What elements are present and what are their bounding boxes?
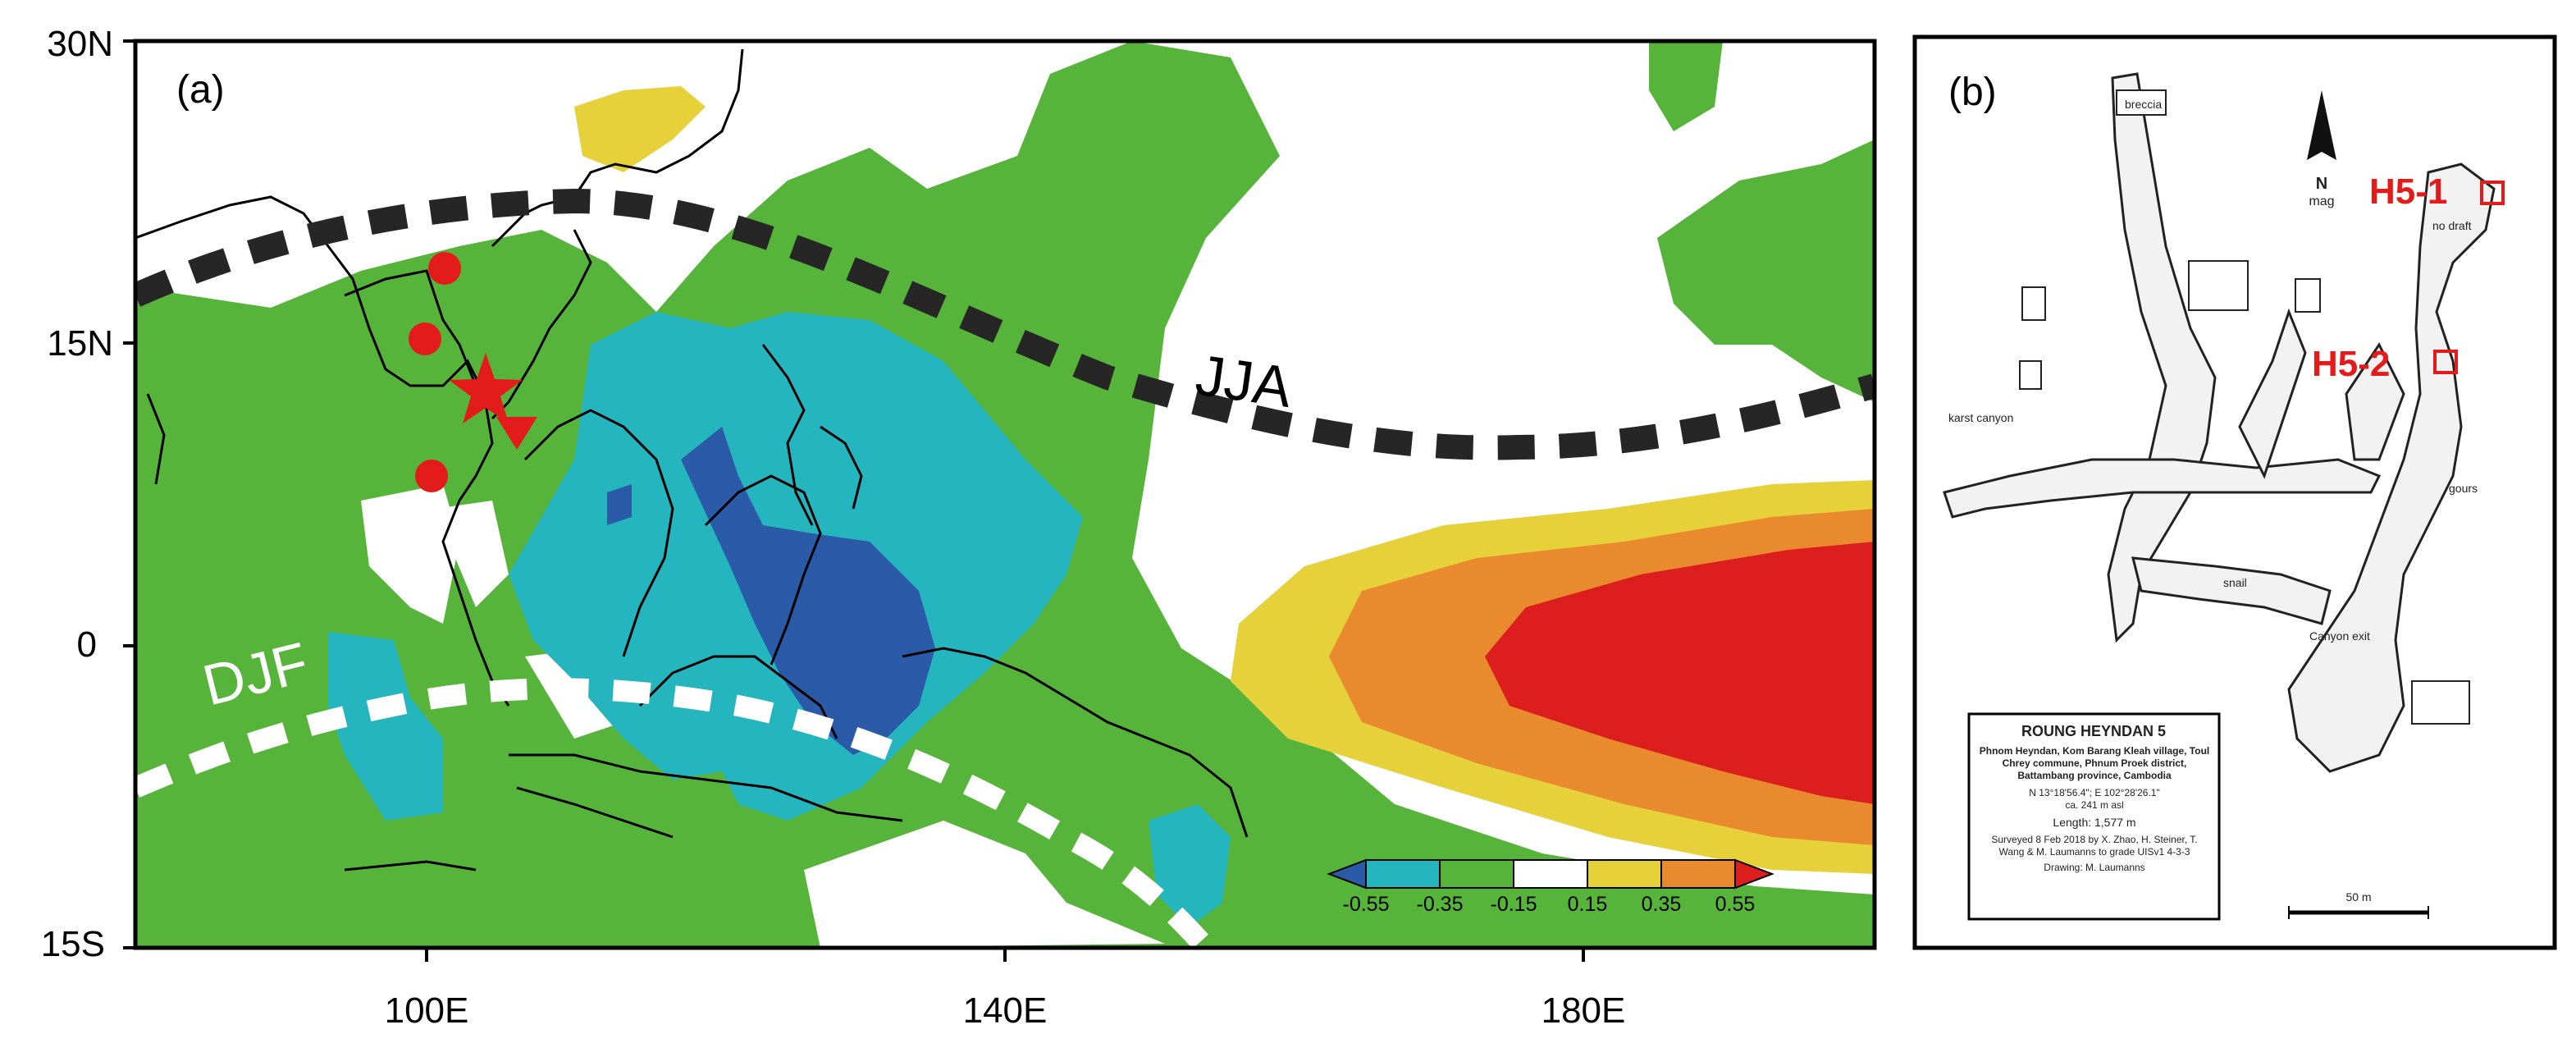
legend-title: ROUNG HEYNDAN 5: [2021, 723, 2166, 739]
cyan-region-west: [328, 632, 443, 821]
green-region-top: [1649, 41, 1723, 131]
white-gap-1: [361, 484, 459, 624]
panel-b-label: (b): [1948, 71, 1997, 114]
sample-sites: H5-1 H5-2: [2312, 172, 2505, 384]
passage-branch-1: [2238, 308, 2307, 479]
lon-label-100e: 100E: [385, 990, 469, 1031]
blue-region-small: [607, 484, 632, 525]
lat-label-0: 0: [77, 624, 97, 665]
colorbar-tick-6: 0.55: [1715, 893, 1756, 916]
coastlines: [135, 48, 1249, 871]
colorbar-cell-6: [1660, 859, 1736, 889]
lat-label-15n: 15N: [47, 323, 113, 364]
panel-a-label: (a): [176, 68, 225, 112]
cyan-region-png: [1149, 804, 1231, 927]
legend-drawing: Drawing: M. Laumanns: [2044, 862, 2145, 873]
colorbar-tick-2: -0.35: [1417, 893, 1464, 916]
colorbar-tick-5: 0.35: [1642, 893, 1682, 916]
colorbar: -0.55 -0.35 -0.15 0.15 0.35 0.55: [1327, 858, 1774, 916]
passage-main-west: [2107, 72, 2217, 643]
north-arrow: N mag: [2307, 90, 2336, 208]
colorbar-cell-7: [1734, 858, 1774, 890]
label-canyon-exit: Canyon exit: [2309, 629, 2370, 643]
cave-passages: [1943, 72, 2496, 773]
label-gours: gours: [2449, 482, 2478, 495]
colorbar-cell-2: [1365, 859, 1441, 889]
label-no-draft: no draft: [2432, 219, 2472, 232]
site-h5-1-label: H5-1: [2369, 172, 2447, 212]
legend-surveyed: Surveyed 8 Feb 2018 by X. Zhao, H. Stein…: [1991, 834, 2198, 858]
colorbar-cell-3: [1439, 859, 1514, 889]
white-gap-south: [804, 821, 1165, 948]
axis-ticks: [123, 39, 1585, 962]
lat-label-30n: 30N: [47, 24, 113, 64]
label-karst-canyon: karst canyon: [1948, 411, 2013, 424]
lon-label-180e: 180E: [1541, 990, 1626, 1031]
colorbar-tick-1: -0.55: [1343, 893, 1390, 916]
passage-branch-2: [2345, 342, 2405, 461]
site-marker-circle-3: [415, 460, 448, 492]
panel-a: 30N 15N 0 15S 100E 140E 180E (a) JJA DJF…: [41, 24, 1877, 1031]
yellow-region-north: [574, 86, 706, 172]
lon-label-140e: 140E: [963, 990, 1048, 1031]
colorbar-cell-4: [1513, 859, 1588, 889]
colorbar-tick-3: -0.15: [1491, 893, 1537, 916]
blue-region: [681, 427, 935, 755]
legend-coords: N 13°18'56.4"; E 102°28'26.1": [2029, 787, 2160, 798]
correlation-field: [135, 41, 1875, 948]
site-h5-2-box: [2433, 350, 2458, 374]
legend-length: Length: 1,577 m: [2053, 816, 2136, 829]
label-snail: snail: [2223, 576, 2247, 589]
panel-b: (b) N mag breccia karst canyon: [1912, 34, 2557, 950]
colorbar-tick-4: 0.15: [1568, 893, 1608, 916]
scale-bar: 50 m: [2288, 890, 2429, 919]
green-region-northeast: [1657, 140, 1875, 402]
red-region: [1485, 542, 1875, 804]
survey-insets: [2019, 89, 2470, 725]
north-arrow-letter: N: [2316, 175, 2327, 193]
label-breccia: breccia: [2125, 98, 2162, 111]
scale-bar-label: 50 m: [2345, 890, 2371, 903]
site-marker-star: [449, 353, 523, 423]
north-arrow-sub: mag: [2309, 194, 2334, 208]
legend-altitude: ca. 241 m asl: [2065, 799, 2124, 811]
north-arrow-icon: [2307, 90, 2336, 160]
site-marker-circle-2: [409, 323, 441, 355]
survey-legend-box: ROUNG HEYNDAN 5 Phnom Heyndan, Kom Baran…: [1967, 712, 2221, 921]
site-markers: [409, 252, 537, 492]
passage-lower: [2131, 556, 2332, 625]
passage-cross: [1943, 458, 2382, 519]
site-marker-triangle: [496, 417, 537, 450]
lat-label-15s: 15S: [41, 924, 105, 964]
site-h5-2-label: H5-2: [2312, 344, 2390, 384]
djf-dashed-line: [135, 678, 1214, 948]
passage-main-east: [2287, 162, 2496, 773]
jja-label: JJA: [1192, 343, 1296, 420]
white-gap-2: [435, 501, 509, 607]
legend-location: Phnom Heyndan, Kom Barang Kleah village,…: [1979, 745, 2210, 781]
site-h5-1-box: [2480, 181, 2505, 205]
site-marker-circle-1: [428, 252, 461, 285]
colorbar-cell-5: [1587, 859, 1662, 889]
